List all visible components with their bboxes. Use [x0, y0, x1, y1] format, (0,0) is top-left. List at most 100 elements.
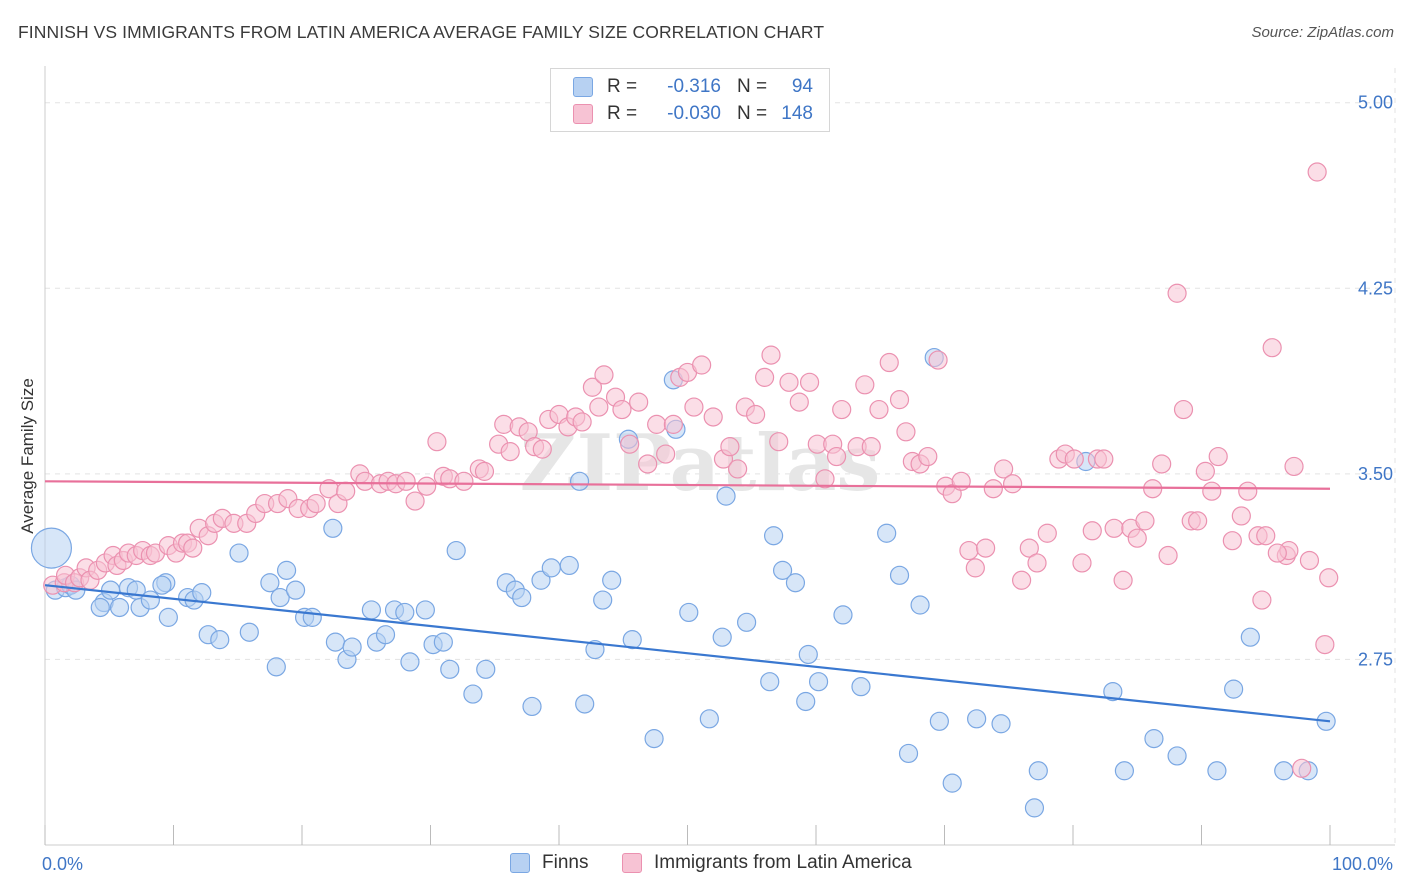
data-point-latin: [976, 538, 996, 558]
data-point-finns: [569, 471, 590, 491]
data-point-finns: [785, 573, 806, 593]
data-point-finns: [644, 729, 664, 749]
data-point-finns: [699, 709, 719, 729]
data-point-latin: [1064, 449, 1084, 469]
data-point-finns: [302, 607, 322, 627]
data-point-finns: [1024, 798, 1045, 818]
data-point-latin: [994, 459, 1014, 479]
data-point-latin: [1299, 550, 1320, 571]
data-point-finns: [716, 486, 736, 506]
data-point-finns: [1240, 627, 1260, 647]
watermark: ZIPatlas: [520, 418, 881, 509]
data-point-latin: [1284, 456, 1304, 477]
data-point-latin: [1173, 399, 1194, 420]
data-point-latin: [500, 442, 520, 462]
series-finns: [30, 347, 1336, 818]
data-point-finns: [522, 696, 542, 717]
data-point-finns: [531, 570, 551, 590]
y-tick-label: 2.75: [1358, 649, 1393, 669]
data-point-finns: [140, 590, 160, 610]
data-point-finns: [192, 583, 212, 603]
y-axis-label: Average Family Size: [18, 378, 37, 534]
data-point-latin: [183, 538, 203, 558]
data-point-finns: [1103, 681, 1123, 702]
data-point-finns: [889, 565, 910, 585]
data-point-latin: [306, 493, 326, 514]
data-point-latin: [720, 437, 740, 457]
data-point-latin: [1127, 528, 1147, 548]
data-point-latin: [1238, 481, 1258, 501]
data-point-latin: [869, 399, 889, 420]
data-point-latin: [417, 476, 437, 496]
legend-n-value: 94: [791, 76, 813, 97]
legend-row-latin: R = -0.030 N = 148: [573, 101, 813, 127]
data-point-latin: [1222, 531, 1242, 551]
legend-r-label: R =: [607, 103, 638, 124]
data-point-finns: [270, 587, 290, 608]
bottom-legend-latin[interactable]: Immigrants from Latin America: [622, 852, 912, 874]
bottom-legend-finns[interactable]: Finns: [510, 852, 588, 874]
x-tick-label: 100.0%: [1332, 854, 1393, 874]
data-point-latin: [1262, 338, 1282, 358]
data-point-finns: [991, 714, 1011, 734]
data-point-finns: [877, 523, 897, 543]
data-point-finns: [239, 622, 259, 642]
data-point-latin: [572, 412, 592, 432]
data-point-latin: [1072, 553, 1092, 573]
data-point-finns: [763, 526, 784, 546]
data-point-finns: [395, 602, 415, 623]
legend-n-label: N =: [737, 76, 768, 97]
data-point-latin: [1027, 553, 1047, 573]
data-point-latin: [1135, 511, 1155, 531]
data-point-latin: [656, 444, 676, 464]
data-point-latin: [799, 372, 820, 392]
data-point-latin: [1113, 570, 1133, 590]
data-point-latin: [1292, 758, 1312, 778]
data-point-finns: [585, 639, 605, 660]
data-point-latin: [959, 540, 979, 561]
data-point-latin: [1195, 461, 1215, 481]
data-point-latin: [1267, 543, 1287, 563]
data-point-finns: [929, 711, 949, 731]
data-point-finns: [152, 575, 172, 595]
data-point-finns: [361, 600, 381, 620]
data-point-finns: [433, 632, 453, 652]
data-point-latin: [589, 397, 609, 417]
bottom-legend-swatch-finns: [510, 853, 530, 873]
data-point-latin: [1158, 545, 1178, 566]
data-point-finns: [229, 543, 249, 563]
legend-r-value: -0.030: [667, 103, 721, 124]
trend-line-finns: [44, 584, 1331, 723]
legend-n-label: N =: [737, 103, 768, 124]
data-point-finns: [1224, 679, 1244, 699]
data-point-latin: [1011, 570, 1032, 590]
data-point-finns: [851, 677, 871, 697]
data-point-latin: [474, 461, 495, 481]
data-point-finns: [833, 605, 853, 625]
data-point-finns: [679, 602, 699, 623]
data-point-finns: [342, 637, 362, 657]
data-point-finns: [602, 570, 622, 590]
data-point-latin: [832, 399, 852, 420]
data-point-latin: [918, 446, 938, 467]
legend-row-finns: R = -0.316 N = 94: [573, 74, 813, 100]
series-latin: [43, 162, 1339, 778]
data-point-latin: [629, 392, 649, 412]
data-point-latin: [728, 459, 748, 479]
data-point-latin: [396, 471, 416, 491]
data-point-latin: [1082, 521, 1102, 541]
data-point-finns: [440, 659, 460, 679]
bottom-legend-swatch-latin: [622, 853, 642, 873]
data-point-latin: [826, 446, 847, 467]
data-point-latin: [965, 558, 985, 578]
data-point-finns: [737, 612, 757, 632]
data-point-latin: [1019, 538, 1039, 558]
data-point-finns: [210, 630, 230, 650]
data-point-finns: [541, 558, 561, 578]
data-point-latin: [746, 404, 766, 425]
bottom-legend-label-latin: Immigrants from Latin America: [654, 852, 912, 873]
data-point-latin: [889, 390, 910, 410]
data-point-latin: [1319, 568, 1339, 588]
data-point-latin: [1104, 518, 1124, 538]
